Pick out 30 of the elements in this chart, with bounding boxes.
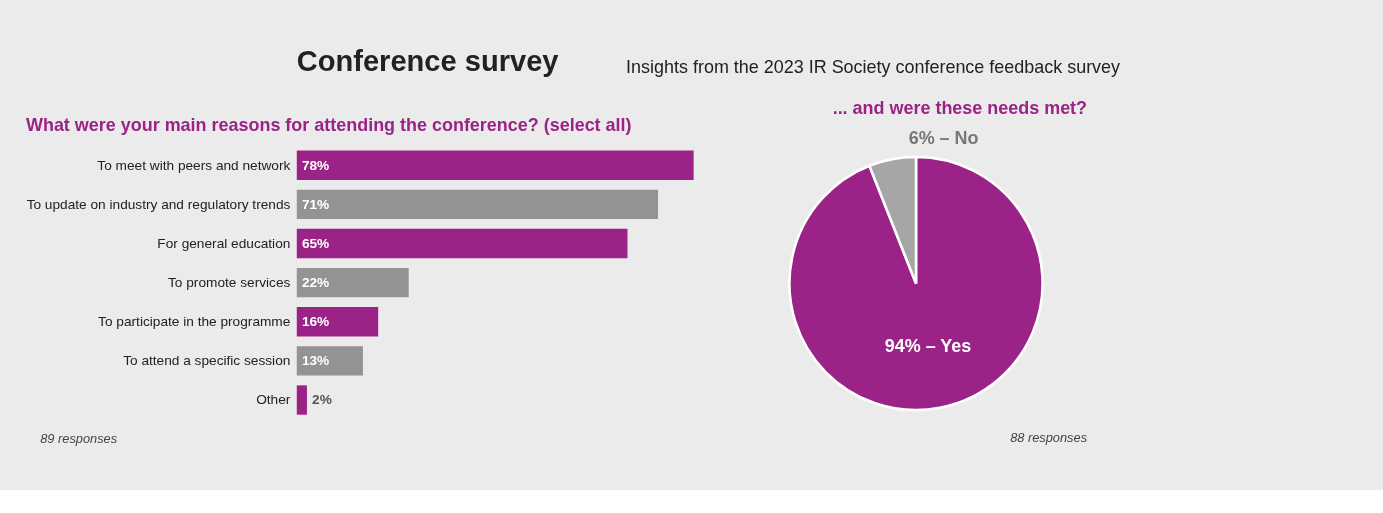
y-tick-label: To promote services [168, 274, 291, 290]
y-tick-label: To attend a specific session [123, 353, 291, 369]
y-tick-label: For general education [157, 235, 291, 251]
pie-slice [788, 155, 1044, 412]
bar [296, 189, 659, 220]
data-label: 13% [301, 353, 330, 369]
y-tick-label: To meet with peers and network [97, 157, 291, 173]
y-tick-label: To update on industry and regulatory trends [26, 196, 291, 212]
text: 89 responses [40, 431, 118, 447]
data-label: 78% [301, 157, 330, 173]
y-tick-label: Other [256, 392, 291, 408]
bar [296, 228, 628, 259]
slice-label: 6% – No [908, 128, 979, 149]
bar [296, 267, 409, 298]
bar [296, 346, 363, 376]
bar [296, 150, 694, 180]
text: Insights from the 2023 IR Society conference feedback survey [626, 57, 1121, 78]
text: Conference survey [296, 45, 559, 78]
text: 88 responses [1010, 429, 1088, 445]
data-label: 22% [301, 274, 330, 290]
y-tick-label: To participate in the programme [98, 314, 291, 330]
data-label: 65% [301, 235, 330, 251]
bar [296, 385, 307, 415]
data-label: 71% [301, 196, 330, 212]
chart-title: What were your main reasons for attending the conference? (select all) [25, 115, 632, 136]
chart-title: ... and were these needs met? [832, 98, 1088, 119]
slice-label: 94% – Yes [884, 335, 972, 356]
data-label: 16% [301, 314, 330, 330]
bar [296, 307, 379, 337]
data-label: 2% [312, 392, 332, 408]
